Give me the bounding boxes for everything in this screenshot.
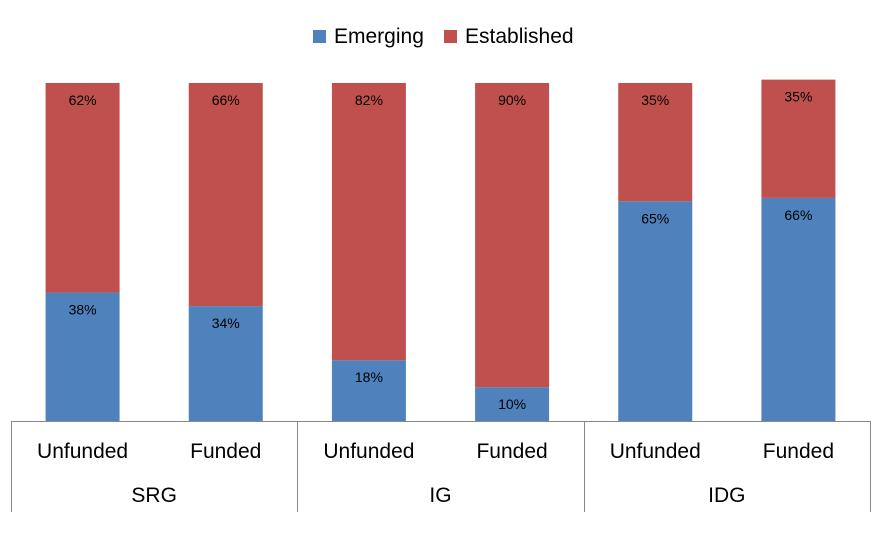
x-tick-label-1: Unfunded [37, 440, 128, 463]
group-label-ig: IG [429, 484, 451, 507]
bar-established-2 [188, 83, 263, 307]
bar-established-4 [475, 83, 550, 388]
legend-swatch-emerging [313, 30, 326, 43]
x-tick-label-3: Unfunded [323, 440, 414, 463]
data-label-established-3: 82% [355, 92, 383, 108]
data-label-established-5: 35% [641, 92, 669, 108]
data-label-emerging-5: 65% [641, 210, 669, 226]
data-label-emerging-2: 34% [212, 315, 240, 331]
x-tick-label-5: Unfunded [610, 440, 701, 463]
data-label-established-2: 66% [212, 92, 240, 108]
x-tick-label-2: Funded [190, 440, 261, 463]
legend-swatch-established [444, 30, 457, 43]
bar-established-3 [331, 83, 406, 361]
data-label-emerging-4: 10% [498, 396, 526, 412]
category-axis: Unfunded Funded Unfunded Funded Unfunded Fund… [11, 421, 871, 512]
data-label-emerging-3: 18% [355, 369, 383, 385]
bar-emerging-4 [475, 387, 550, 421]
data-label-established-6: 35% [784, 89, 812, 105]
legend-label-emerging: Emerging [334, 25, 424, 48]
data-label-emerging-1: 38% [69, 302, 97, 318]
bar-established-5 [618, 83, 693, 202]
data-label-established-4: 90% [498, 92, 526, 108]
bar-emerging-2 [188, 306, 263, 421]
bar-established-6 [761, 79, 836, 198]
bars-area: 38% 62% 34% 66% 18% 82% 10% 90% 65% 35% 66% 35% [45, 79, 836, 421]
bar-emerging-5 [618, 201, 693, 421]
group-label-idg: IDG [708, 484, 745, 507]
bar-emerging-3 [331, 360, 406, 421]
x-tick-label-6: Funded [763, 440, 834, 463]
bar-established-1 [45, 83, 120, 293]
data-label-emerging-6: 66% [784, 207, 812, 223]
legend-label-established: Established [465, 25, 574, 48]
x-tick-label-4: Funded [476, 440, 547, 463]
bar-emerging-6 [761, 197, 836, 421]
legend: Emerging Established [313, 25, 574, 48]
group-label-srg: SRG [131, 484, 177, 507]
bar-emerging-1 [45, 292, 120, 421]
data-label-established-1: 62% [69, 92, 97, 108]
